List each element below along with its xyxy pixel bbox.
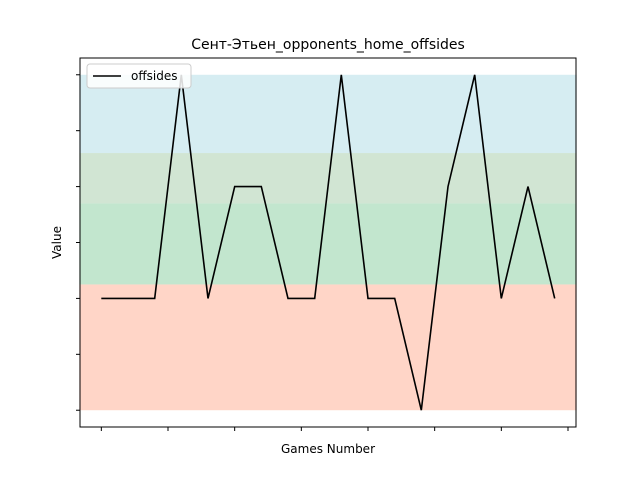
series-lines	[101, 74, 556, 411]
background-band	[79, 153, 577, 204]
plot-frame	[79, 57, 577, 428]
background-band	[79, 284, 577, 411]
background-band	[79, 203, 577, 285]
chart-title: Сент-Этьен_opponents_home_offsides	[191, 37, 465, 53]
legend-label: offsides	[131, 69, 177, 83]
axis-ticks	[76, 74, 569, 431]
y-axis-label: Value	[50, 226, 64, 259]
legend: offsides	[86, 63, 192, 89]
background-bands	[79, 74, 577, 411]
legend-box	[86, 63, 192, 89]
series-line-offsides	[101, 74, 556, 411]
x-axis-label: Games Number	[281, 442, 375, 456]
